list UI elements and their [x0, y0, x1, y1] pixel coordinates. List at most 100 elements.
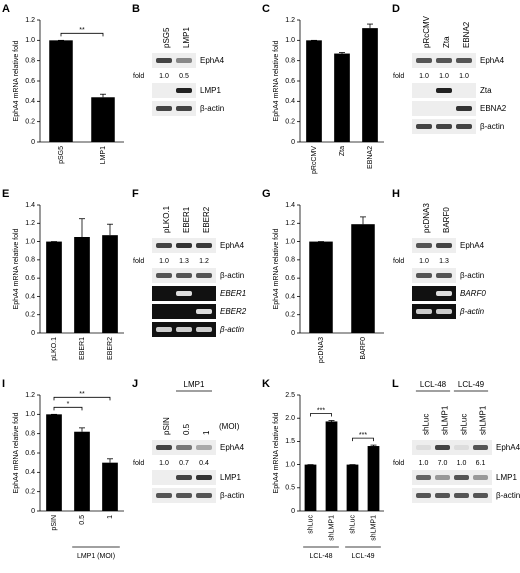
panel-letter: H — [392, 188, 400, 200]
fold-value: 0.5 — [179, 73, 189, 80]
band — [176, 445, 192, 450]
x-tick-label: pSIN — [51, 515, 58, 531]
band — [176, 475, 192, 480]
lane-label: pLKO.1 — [162, 205, 171, 233]
y-tick-label: 2.5 — [285, 392, 295, 399]
panel-letter: L — [392, 378, 399, 390]
bar — [325, 421, 338, 511]
band — [156, 445, 172, 450]
bar — [49, 40, 73, 143]
bar — [74, 431, 90, 511]
row-label: EphA4 — [460, 241, 485, 250]
y-tick-label: 0 — [291, 508, 295, 515]
fold-value: 7.0 — [438, 460, 448, 467]
x-tick-label: EBER2 — [107, 337, 114, 360]
band — [473, 493, 488, 498]
blot-strip — [412, 268, 456, 283]
fold-value: 0.7 — [179, 460, 189, 467]
lane-label: pRcCMV — [422, 15, 431, 48]
fold-value: 1.0 — [419, 460, 429, 467]
lane-label: LMP1 — [182, 27, 191, 48]
band — [156, 88, 172, 93]
fold-value: 0.4 — [199, 460, 209, 467]
x-tick-label: Zta — [339, 146, 346, 156]
y-tick-label: 1.2 — [25, 17, 35, 24]
x-tick-label: BARF0 — [360, 337, 367, 360]
row-label: β-actin — [200, 104, 224, 113]
x-tick-label: shLMP1 — [370, 515, 377, 541]
fold-value: 1.0 — [159, 460, 169, 467]
band — [416, 58, 432, 63]
y-tick-label: 2.0 — [285, 415, 295, 422]
y-tick-label: 1.0 — [25, 37, 35, 44]
band — [416, 243, 432, 248]
x-tick-label: pLKO.1 — [51, 337, 58, 361]
y-tick-label: 1.0 — [285, 37, 295, 44]
row-label: Zta — [480, 86, 492, 95]
band — [416, 273, 432, 278]
lane-label: BARF0 — [442, 207, 451, 233]
band — [156, 309, 172, 314]
fold-value: 1.0 — [419, 258, 429, 265]
x-tick-label: 1 — [107, 515, 114, 519]
band — [196, 243, 212, 248]
lane-label: shLMP1 — [479, 405, 488, 435]
band — [156, 493, 172, 498]
row-label: EphA4 — [200, 56, 225, 65]
row-label: β-actin — [220, 271, 244, 280]
x-tick-label: pRcCMV — [311, 146, 318, 174]
row-label: EphA4 — [220, 241, 245, 250]
y-tick-label: 0 — [31, 139, 35, 146]
significance-label: ** — [79, 27, 85, 34]
lane-label: pcDNA3 — [422, 203, 431, 233]
x-tick-label: pSG5 — [58, 146, 65, 164]
bar — [309, 241, 333, 333]
row-label: β-actin — [496, 491, 520, 500]
significance-label: *** — [359, 432, 367, 439]
y-tick-label: 0.2 — [25, 119, 35, 126]
y-tick-label: 1.2 — [285, 220, 295, 227]
y-tick-label: 0 — [31, 508, 35, 515]
fold-label: fold — [133, 460, 144, 467]
panel-letter: A — [2, 3, 10, 15]
row-label: β-actin — [460, 271, 484, 280]
bar — [351, 224, 375, 333]
row-label: β-actin — [220, 491, 244, 500]
x-tick-label: LMP1 — [100, 146, 107, 164]
group-label: LCL-48 — [310, 553, 333, 560]
lane-group-label: LCL-48 — [420, 380, 447, 389]
row-label: β-actin — [219, 325, 245, 334]
blot-strip — [412, 440, 492, 455]
band — [456, 124, 472, 129]
lane-label: EBER2 — [202, 206, 211, 233]
x-tick-label: pcDNA3 — [318, 337, 325, 363]
y-tick-label: 0.8 — [25, 257, 35, 264]
y-tick-label: 1.0 — [285, 461, 295, 468]
lane-label: shLuc — [460, 414, 469, 435]
y-tick-label: 0.8 — [285, 58, 295, 65]
band — [416, 309, 432, 314]
y-tick-label: 0 — [291, 139, 295, 146]
y-tick-label: 0.8 — [285, 257, 295, 264]
band — [176, 291, 192, 296]
y-tick-label: 1.0 — [285, 238, 295, 245]
lane-label: EBNA2 — [462, 21, 471, 48]
y-tick-label: 0.4 — [25, 98, 35, 105]
bar — [102, 462, 118, 511]
row-label: EBNA2 — [480, 104, 507, 113]
significance-label: *** — [317, 407, 325, 414]
fold-value: 1.0 — [159, 258, 169, 265]
bar — [304, 464, 317, 511]
y-tick-label: 0.6 — [25, 450, 35, 457]
bar — [102, 235, 118, 333]
panel-letter: D — [392, 3, 400, 15]
y-tick-label: 0.2 — [25, 312, 35, 319]
band — [196, 327, 212, 332]
bar — [46, 414, 62, 511]
x-tick-label: shLuc — [349, 515, 356, 534]
band — [196, 291, 212, 296]
row-label: LMP1 — [220, 473, 241, 482]
band — [436, 291, 452, 296]
panel-letter: J — [132, 378, 138, 390]
